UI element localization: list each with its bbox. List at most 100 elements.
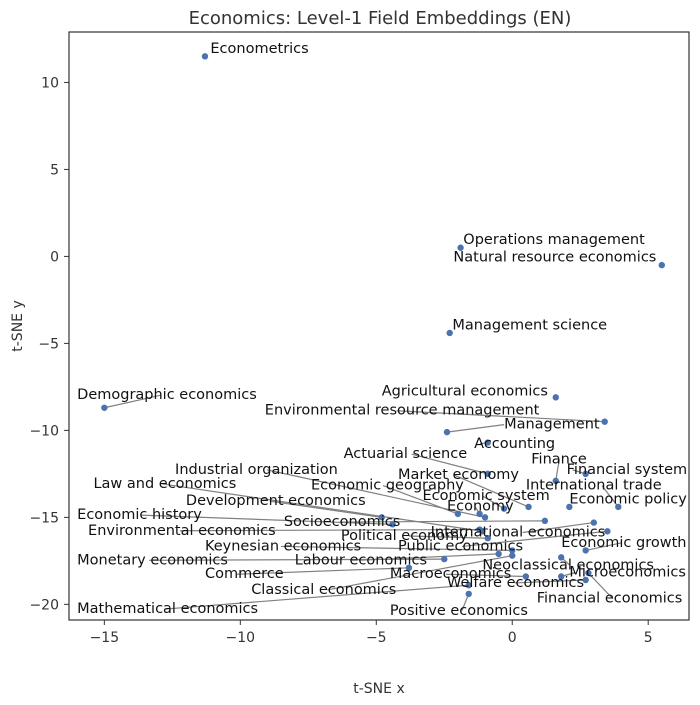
data-point <box>446 329 453 337</box>
connector-line <box>161 483 483 532</box>
connector-line <box>482 495 505 510</box>
data-point <box>484 470 491 478</box>
data-point <box>443 428 451 436</box>
point-label: Economic growth <box>561 535 686 551</box>
data-point <box>615 503 622 511</box>
point-label: Finance <box>531 451 587 467</box>
point-label: Actuarial science <box>344 446 468 462</box>
point-label: Mathematical economics <box>77 601 258 617</box>
chart-title: Economics: Level-1 Field Embeddings (EN) <box>189 8 572 29</box>
connector-line <box>411 453 488 475</box>
point-label: Microeconomics <box>569 565 686 581</box>
point-label: Economic system <box>423 488 550 504</box>
data-point <box>101 404 108 411</box>
y-tick-label: 0 <box>50 249 59 265</box>
x-axis-ticks: −15 −10 −5 0 5 <box>90 620 653 646</box>
connector-line <box>396 410 605 423</box>
data-point <box>389 521 396 528</box>
point-label: Environmental resource management <box>265 403 540 419</box>
point-label: International economics <box>431 524 606 540</box>
data-point <box>582 576 589 584</box>
data-point <box>557 573 565 580</box>
point-label: Econometrics <box>210 41 308 57</box>
point-label: Classical economics <box>251 582 396 598</box>
point-label: Welfare economics <box>447 575 584 591</box>
connector-line <box>165 584 469 610</box>
connector-line <box>358 553 499 561</box>
point-label: Labour economics <box>295 552 427 568</box>
point-label: Economic policy <box>569 491 687 507</box>
connector-line <box>514 579 586 584</box>
point-labels: Econometrics Operations management Natural… <box>77 41 687 619</box>
point-label: Monetary economics <box>77 552 228 568</box>
point-label: Management <box>504 417 600 433</box>
data-point <box>541 517 549 525</box>
data-point <box>552 477 559 485</box>
data-point <box>457 244 464 251</box>
data-point <box>582 547 589 554</box>
connector-line <box>269 500 382 518</box>
connector-line <box>327 555 513 591</box>
y-tick-label: 10 <box>41 75 59 91</box>
data-point <box>441 555 448 563</box>
data-point <box>525 503 532 511</box>
x-tick-label: −10 <box>226 630 256 646</box>
data-point <box>509 552 516 559</box>
point-label: Agricultural economics <box>382 384 548 400</box>
y-axis-ticks: 10 5 0 −5 −10 −15 −20 <box>29 75 69 613</box>
point-label: Financial system <box>567 462 688 478</box>
connector-line <box>339 520 545 523</box>
data-point <box>405 564 413 572</box>
point-label: Economic history <box>77 507 202 523</box>
connector-line <box>236 567 409 575</box>
connector-line <box>446 424 505 433</box>
point-label: Socioeconomics <box>284 514 400 530</box>
connector-line <box>141 514 393 525</box>
point-label: Political economy <box>341 528 468 544</box>
point-label: Economy <box>447 498 514 514</box>
y-axis-label: t-SNE y <box>10 300 26 351</box>
data-point <box>476 526 483 533</box>
data-point <box>522 573 530 580</box>
data-point <box>454 510 462 518</box>
point-label: Economic geography <box>311 478 464 494</box>
data-point <box>557 554 565 561</box>
connector-line <box>104 394 162 409</box>
point-label: Keynesian economics <box>205 538 361 554</box>
data-point <box>484 535 491 542</box>
connector-line <box>149 558 445 561</box>
data-point <box>201 53 209 60</box>
y-tick-label: −20 <box>29 597 59 613</box>
point-label: Demographic economics <box>77 387 257 403</box>
point-label: Market economy <box>398 467 519 483</box>
point-label: Environmental economics <box>88 523 276 539</box>
y-tick-label: −10 <box>29 423 59 439</box>
y-tick-label: −5 <box>38 336 59 352</box>
data-point <box>476 510 483 518</box>
data-point <box>509 547 516 554</box>
data-point <box>465 582 472 589</box>
connector-lines <box>104 394 622 612</box>
connector-line <box>180 528 480 532</box>
x-tick-label: 0 <box>508 630 517 646</box>
point-label: Positive economics <box>390 603 528 619</box>
data-point <box>484 439 491 446</box>
data-point <box>481 514 489 521</box>
point-label: Natural resource economics <box>453 250 656 266</box>
point-label: Industrial organization <box>175 462 338 478</box>
x-axis-label: t-SNE x <box>353 681 404 697</box>
connector-line <box>453 474 529 508</box>
point-label: Operations management <box>463 232 645 248</box>
connector-line <box>266 469 486 518</box>
x-tick-label: −15 <box>90 630 120 646</box>
x-tick-label: 5 <box>644 630 653 646</box>
data-point <box>566 503 573 511</box>
point-label: International trade <box>526 478 662 494</box>
connector-line <box>585 542 622 552</box>
connector-line <box>587 572 614 600</box>
point-label: Public economics <box>398 538 523 554</box>
data-point <box>601 418 608 425</box>
connector-line <box>555 459 560 481</box>
point-label: Development economics <box>186 493 366 509</box>
